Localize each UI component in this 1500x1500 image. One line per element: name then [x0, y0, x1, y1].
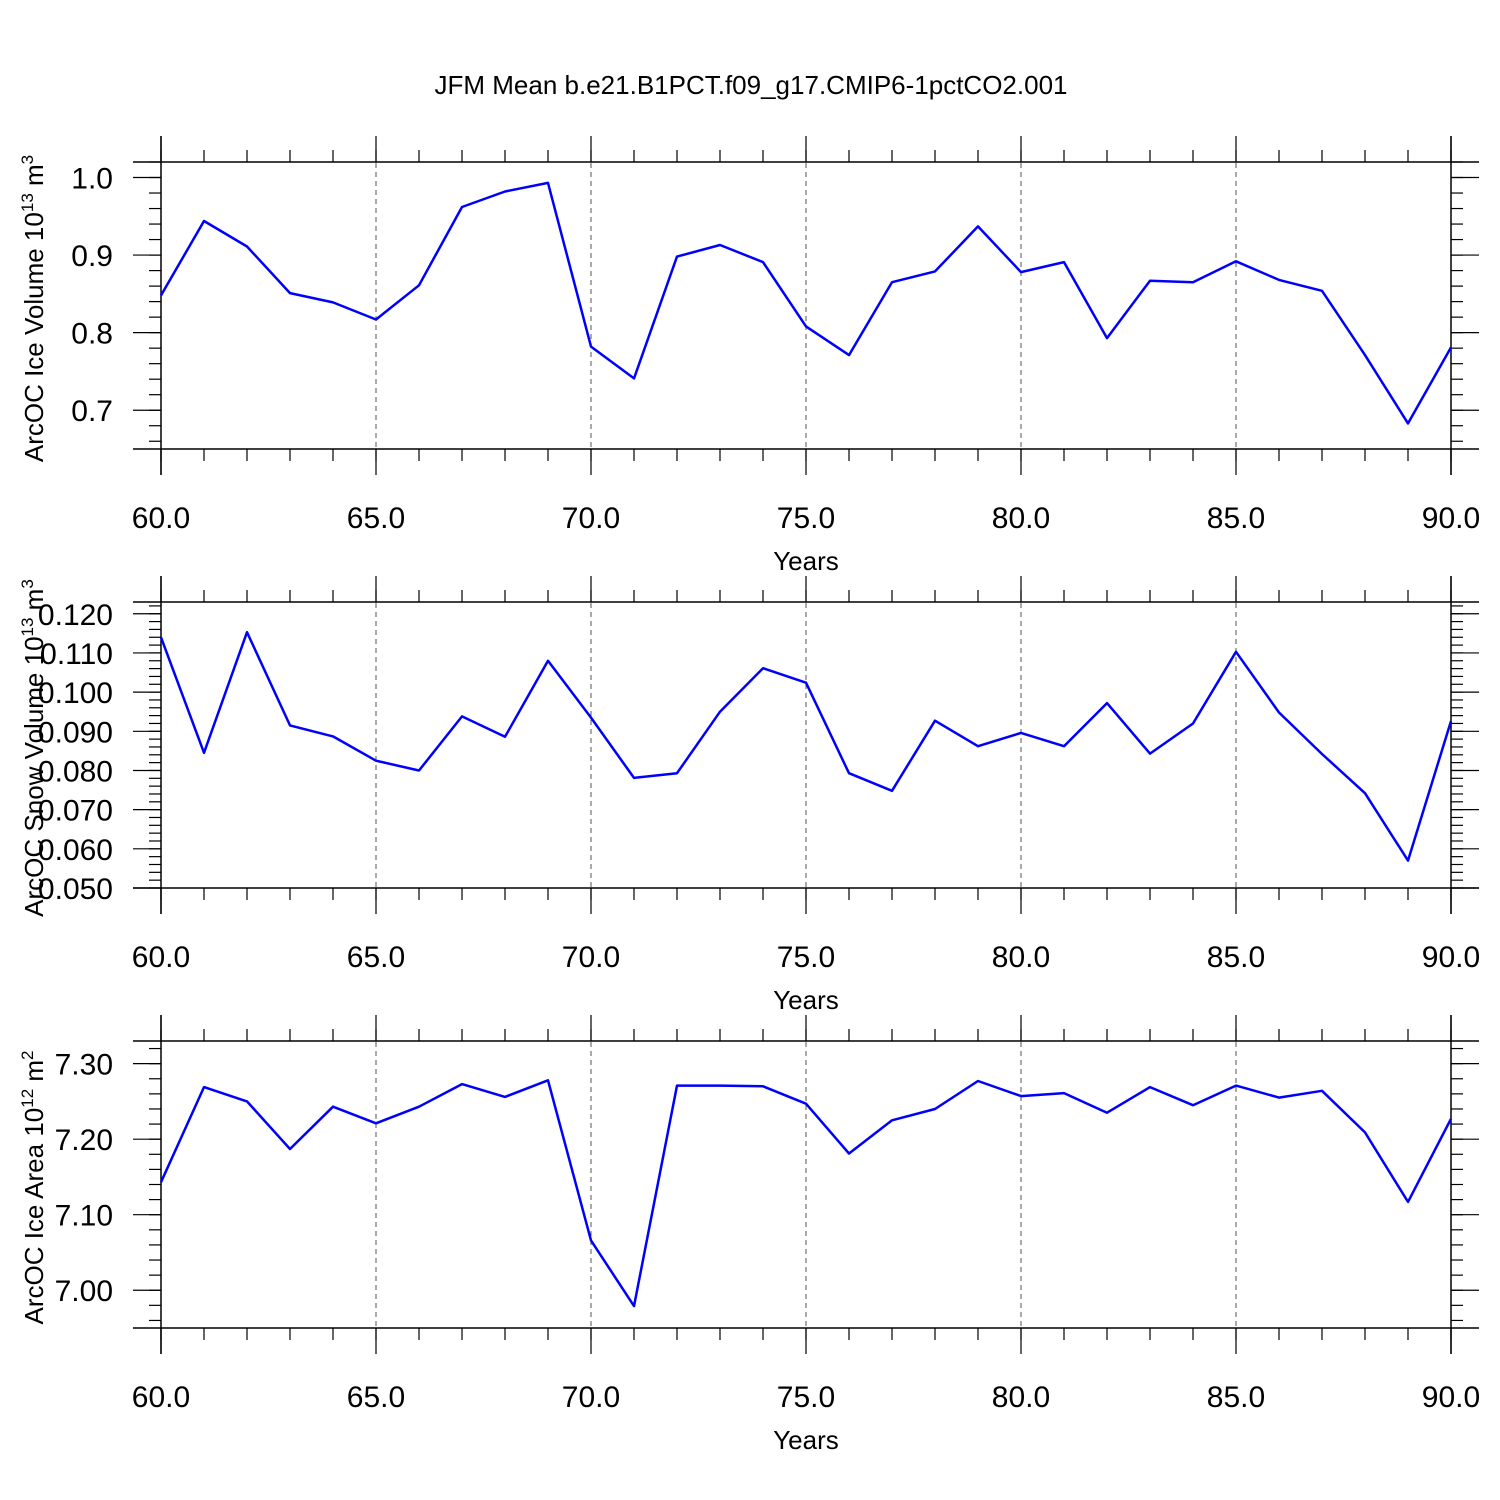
y-axis-title-unit: m: [19, 164, 49, 193]
y-axis-title-unit-exponent: 3: [18, 579, 37, 588]
x-tick-label: 60.0: [132, 941, 190, 974]
y-axis-title-text: ArcOC Ice Area 10: [19, 1108, 49, 1325]
x-tick-label: 90.0: [1422, 1381, 1480, 1414]
y-tick-label: 7.10: [55, 1200, 113, 1233]
chart-title: JFM Mean b.e21.B1PCT.f09_g17.CMIP6-1pctC…: [435, 70, 1068, 100]
panels: 60.0 65.0 70.0 75.0 80.0 85.0 90.0 0.7 0.8 0.9 1.0…: [18, 136, 1480, 1455]
y-tick-label: 0.120: [38, 599, 113, 632]
y-axis-title-exponent: 13: [18, 193, 37, 212]
y-tick-label: 0.9: [71, 240, 113, 273]
y-axis-title-unit-exponent: 2: [18, 1050, 37, 1059]
x-tick-label: 80.0: [992, 941, 1050, 974]
x-tick-label: 85.0: [1207, 1381, 1265, 1414]
y-axis-title: ArcOC Ice Volume 1013 m3: [18, 155, 49, 462]
x-tick-label: 70.0: [562, 1381, 620, 1414]
x-tick-label: 85.0: [1207, 502, 1265, 535]
y-axis-title-unit-exponent: 3: [18, 155, 37, 164]
y-tick-label: 0.050: [38, 873, 113, 906]
y-tick-label: 7.20: [55, 1124, 113, 1157]
y-tick-label: 7.00: [55, 1275, 113, 1308]
x-tick-label: 60.0: [132, 502, 190, 535]
x-tick-label: 75.0: [777, 502, 835, 535]
y-tick-label: 0.080: [38, 755, 113, 788]
y-axis-title: ArcOC Ice Area 1012 m2: [18, 1050, 49, 1324]
y-axis-title-unit: m: [19, 1060, 49, 1089]
x-tick-label: 90.0: [1422, 941, 1480, 974]
y-axis-title-exponent: 12: [18, 1089, 37, 1108]
y-tick-label: 1.0: [71, 163, 113, 196]
x-tick-label: 90.0: [1422, 502, 1480, 535]
x-tick-label: 65.0: [347, 502, 405, 535]
x-tick-label: 65.0: [347, 1381, 405, 1414]
x-tick-label: 70.0: [562, 502, 620, 535]
x-tick-label: 80.0: [992, 1381, 1050, 1414]
x-axis-title: Years: [773, 546, 839, 576]
y-axis-title: ArcOC Snow Volume 1013 m3: [18, 579, 49, 917]
x-axis-title: Years: [773, 1425, 839, 1455]
y-tick-label: 0.8: [71, 318, 113, 351]
x-tick-label: 80.0: [992, 502, 1050, 535]
panel-1: 60.0 65.0 70.0 75.0 80.0 85.0 90.0 0.7 0.8 0.9 1.0…: [18, 136, 1480, 576]
y-tick-label: 0.070: [38, 795, 113, 828]
x-axis-title: Years: [773, 985, 839, 1015]
y-tick-label: 0.090: [38, 716, 113, 749]
y-axis-title-unit: m: [19, 589, 49, 618]
x-tick-label: 75.0: [777, 1381, 835, 1414]
x-tick-label: 60.0: [132, 1381, 190, 1414]
panel-3: 60.0 65.0 70.0 75.0 80.0 85.0 90.0 7.00 7.10 7.20…: [18, 1015, 1480, 1455]
series-line: [159, 1079, 1453, 1308]
y-tick-label: 0.110: [40, 638, 113, 671]
series-line: [159, 630, 1453, 862]
x-tick-label: 75.0: [777, 941, 835, 974]
y-axis-title-text: ArcOC Ice Volume 10: [19, 212, 49, 462]
panel-2: 60.0 65.0 70.0 75.0 80.0 85.0 90.0 0.050 0.060 0.…: [18, 576, 1480, 1015]
x-tick-label: 65.0: [347, 941, 405, 974]
y-tick-label: 7.30: [55, 1049, 113, 1082]
x-tick-label: 85.0: [1207, 941, 1265, 974]
y-tick-label: 0.100: [38, 677, 113, 710]
x-tick-label: 70.0: [562, 941, 620, 974]
y-tick-label: 0.7: [71, 395, 113, 428]
y-tick-label: 0.060: [38, 834, 113, 867]
y-axis-title-text: ArcOC Snow Volume 10: [19, 636, 49, 916]
y-axis-title-exponent: 13: [18, 618, 37, 637]
series-line: [159, 181, 1453, 425]
